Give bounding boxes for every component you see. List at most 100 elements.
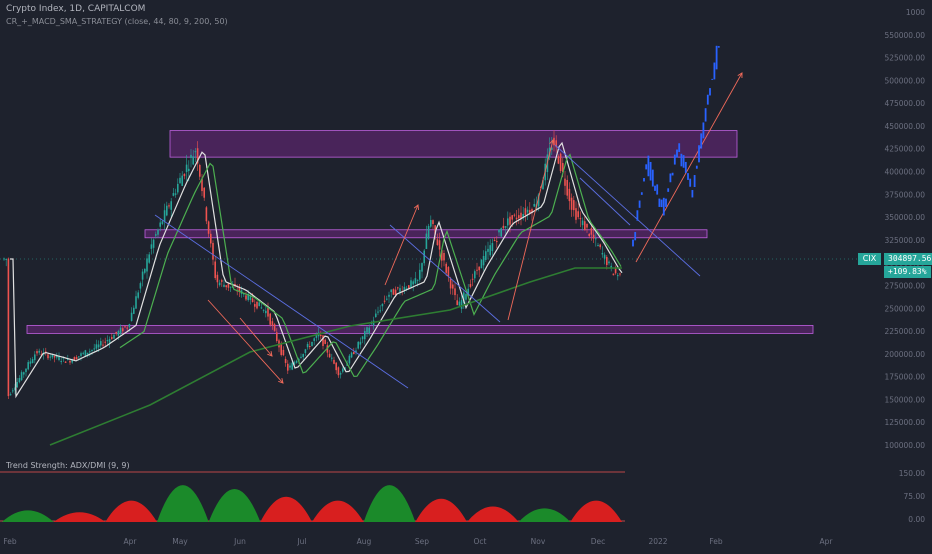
candle-body [489, 245, 491, 256]
candle-body [368, 327, 370, 334]
candle-body [520, 212, 522, 219]
candle-body [128, 324, 131, 328]
candle-body [148, 254, 150, 263]
candle-body [102, 344, 104, 346]
oscillator-bar [53, 512, 106, 522]
candle-body [465, 294, 467, 300]
candle-body [390, 289, 392, 293]
candle-body [84, 350, 87, 357]
candle-body [562, 163, 564, 173]
candle-body [434, 225, 436, 235]
candle-body [7, 258, 10, 397]
candle-body [12, 390, 14, 392]
candle-body [207, 221, 210, 234]
projection-candle [673, 154, 676, 165]
arrow-head [278, 378, 284, 384]
candle-body [339, 373, 342, 375]
candle-body [599, 244, 601, 248]
candle-body [509, 216, 511, 225]
candle-body [135, 296, 137, 309]
candle-body [51, 353, 54, 358]
candle-body [559, 153, 562, 172]
projection-candle [634, 231, 637, 241]
candle-body [247, 293, 249, 301]
candle-body [493, 239, 496, 241]
oscillator-bar [518, 508, 571, 522]
candle-body [320, 334, 322, 337]
oscillator-bar [208, 488, 261, 522]
candle-body [203, 187, 205, 198]
candle-body [150, 244, 153, 249]
projection-candle [638, 200, 641, 208]
candle-body [117, 330, 120, 336]
candle-body [56, 355, 58, 358]
projection-candle [678, 143, 681, 152]
candle-body [260, 307, 263, 309]
study-legend[interactable]: CR_+_MACD_SMA_STRATEGY (close, 44, 80, 9… [6, 17, 228, 26]
projection-candles [632, 45, 720, 247]
x-tick-label: Oct [474, 537, 487, 546]
candle-body [388, 294, 390, 297]
candle-body [573, 200, 575, 211]
oscillator-title[interactable]: Trend Strength: ADX/DMI (9, 9) [6, 461, 130, 470]
candle-body [18, 377, 21, 383]
candle-body [16, 382, 18, 388]
candle-body [256, 301, 258, 309]
chart-title[interactable]: Crypto Index, 1D, CAPITALCOM [6, 4, 146, 14]
projection-candle [665, 198, 667, 207]
candle-body [291, 362, 293, 370]
candle-body [586, 223, 588, 228]
candle-body [357, 341, 359, 349]
candle-body [295, 360, 298, 363]
candle-body [588, 234, 590, 237]
candle-body [157, 229, 159, 235]
candle-body [161, 221, 164, 224]
candle-body [522, 214, 524, 219]
candle-body [152, 239, 155, 248]
candle-body [579, 218, 582, 220]
candle-body [218, 282, 221, 286]
projection-candle [654, 185, 656, 191]
candle-body [289, 365, 291, 368]
y-tick-label: 550000.00 [884, 31, 925, 40]
candle-body [394, 289, 397, 296]
y-tick-label: 175000.00 [884, 373, 925, 382]
candle-body [139, 283, 142, 289]
candle-body [80, 353, 82, 357]
candle-body [581, 220, 584, 226]
price-change-label: +109.83% [884, 266, 931, 278]
candle-body [595, 238, 597, 240]
candle-body [555, 140, 557, 148]
candle-body [414, 278, 417, 284]
candle-body [168, 205, 170, 207]
candle-body [146, 258, 148, 272]
candle-body [379, 310, 381, 312]
candle-body [427, 225, 430, 239]
candle-body [23, 372, 25, 375]
candle-body [29, 361, 32, 364]
projection-candle [640, 192, 643, 195]
candle-body [58, 356, 60, 360]
candle-body [304, 349, 307, 353]
y-tick-label: 250000.00 [884, 304, 925, 313]
x-tick-label: Jun [233, 537, 246, 546]
projection-candle [687, 173, 689, 180]
candle-body [597, 244, 599, 246]
candle-body [199, 164, 201, 177]
candle-body [511, 215, 513, 220]
candle-body [447, 267, 450, 277]
candle-body [322, 335, 324, 346]
candle-body [34, 354, 36, 361]
projection-candle [682, 155, 685, 168]
projection-candle [717, 46, 720, 48]
candle-body [69, 360, 71, 363]
candle-body [557, 156, 560, 164]
candle-body [421, 263, 423, 272]
candle-body [126, 327, 128, 329]
candle-body [592, 234, 595, 239]
projection-candle [689, 178, 692, 187]
candle-body [480, 259, 483, 269]
candle-body [487, 248, 489, 252]
candle-body [115, 331, 117, 334]
